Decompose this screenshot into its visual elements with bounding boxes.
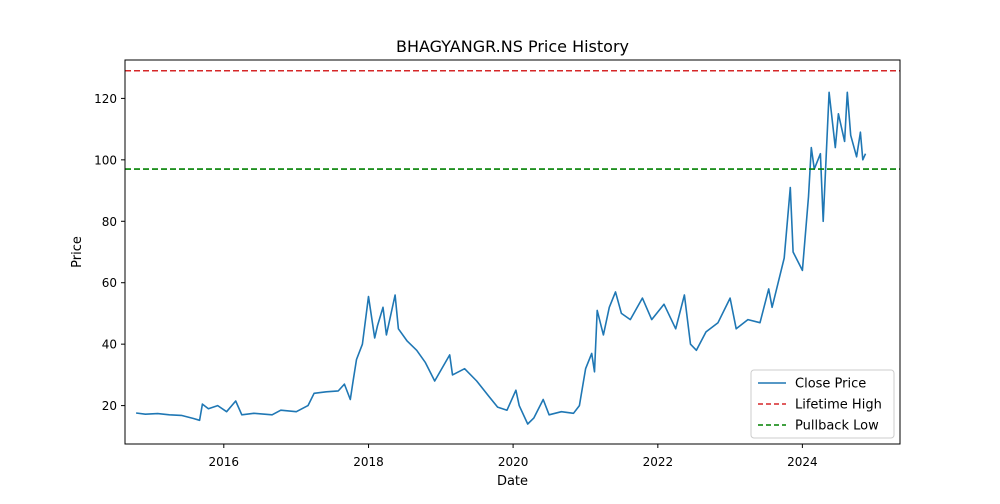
x-tick-label: 2022 [643, 455, 674, 469]
y-tick-label: 60 [102, 276, 117, 290]
y-axis-label: Price [70, 236, 85, 268]
y-tick-label: 120 [94, 92, 117, 106]
plot-area [125, 69, 900, 425]
legend-label-pullback-low: Pullback Low [795, 419, 879, 434]
y-tick-label: 20 [102, 399, 117, 413]
y-tick-label: 100 [94, 153, 117, 167]
chart-title: BHAGYANGR.NS Price History [396, 37, 629, 56]
legend: Close Price Lifetime High Pullback Low [750, 369, 895, 439]
x-tick-label: 2018 [353, 455, 384, 469]
y-axis: 20 40 60 80 100 120 [94, 92, 125, 413]
close-price-line [135, 91, 867, 425]
legend-label-close-price: Close Price [795, 377, 866, 392]
x-axis-label: Date [497, 474, 528, 489]
legend-label-lifetime-high: Lifetime High [795, 398, 882, 413]
x-tick-label: 2016 [209, 455, 240, 469]
y-tick-label: 80 [102, 215, 117, 229]
legend-items: Close Price Lifetime High Pullback Low [758, 377, 882, 434]
legend-box [750, 369, 895, 439]
x-tick-label: 2024 [787, 455, 818, 469]
series-layer [125, 69, 900, 425]
y-tick-label: 40 [102, 338, 117, 352]
x-axis: 2016 2018 2020 2022 2024 [209, 444, 818, 469]
x-tick-label: 2020 [498, 455, 529, 469]
plot-frame [124, 59, 901, 445]
